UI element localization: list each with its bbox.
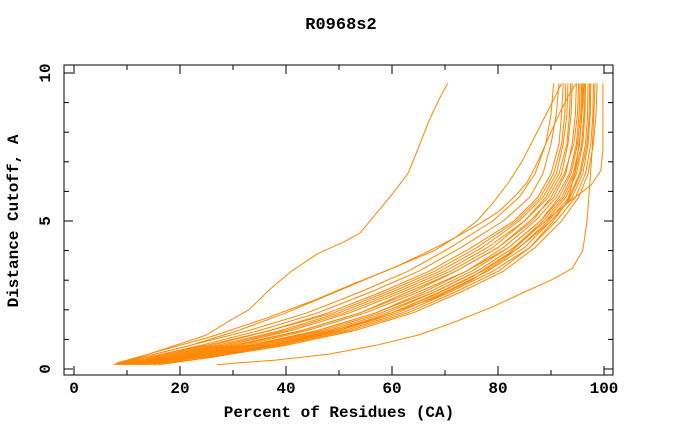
chart-title: R0968s2: [305, 16, 376, 35]
curve-model-early-riser-b: [116, 83, 577, 364]
x-axis-label: Percent of Residues (CA): [224, 404, 454, 422]
curve-model-10: [140, 83, 589, 366]
curve-model-rightmost: [158, 83, 604, 366]
curve-model-17: [132, 83, 583, 366]
x-tick-label: 100: [590, 380, 619, 398]
x-tick-label: 20: [170, 380, 189, 398]
curve-model-steep-outlier: [121, 83, 449, 364]
curve-model-low: [142, 83, 585, 366]
x-tick-label: 40: [276, 380, 295, 398]
curve-model-04: [124, 83, 569, 366]
curve-model-early-riser-a: [113, 83, 563, 366]
y-axis-label: Distance Cutoff, A: [5, 134, 23, 307]
curve-model-low-late-start: [217, 83, 596, 366]
curve-model-02: [118, 83, 560, 366]
x-tick-label: 0: [69, 380, 79, 398]
curve-model-03: [121, 83, 564, 366]
y-tick-label: 10: [37, 63, 55, 82]
curve-model-18: [137, 83, 585, 366]
y-tick-label: 5: [37, 216, 55, 226]
x-tick-label: 80: [488, 380, 507, 398]
x-tick-label: 60: [382, 380, 401, 398]
curve-model-07: [132, 83, 581, 366]
curve-model-15: [121, 83, 572, 366]
curve-model-19: [142, 83, 591, 366]
curve-model-05: [126, 83, 573, 366]
curve-model-16: [126, 83, 580, 366]
y-tick-label: 0: [37, 364, 55, 374]
curve-model-14: [116, 83, 567, 366]
